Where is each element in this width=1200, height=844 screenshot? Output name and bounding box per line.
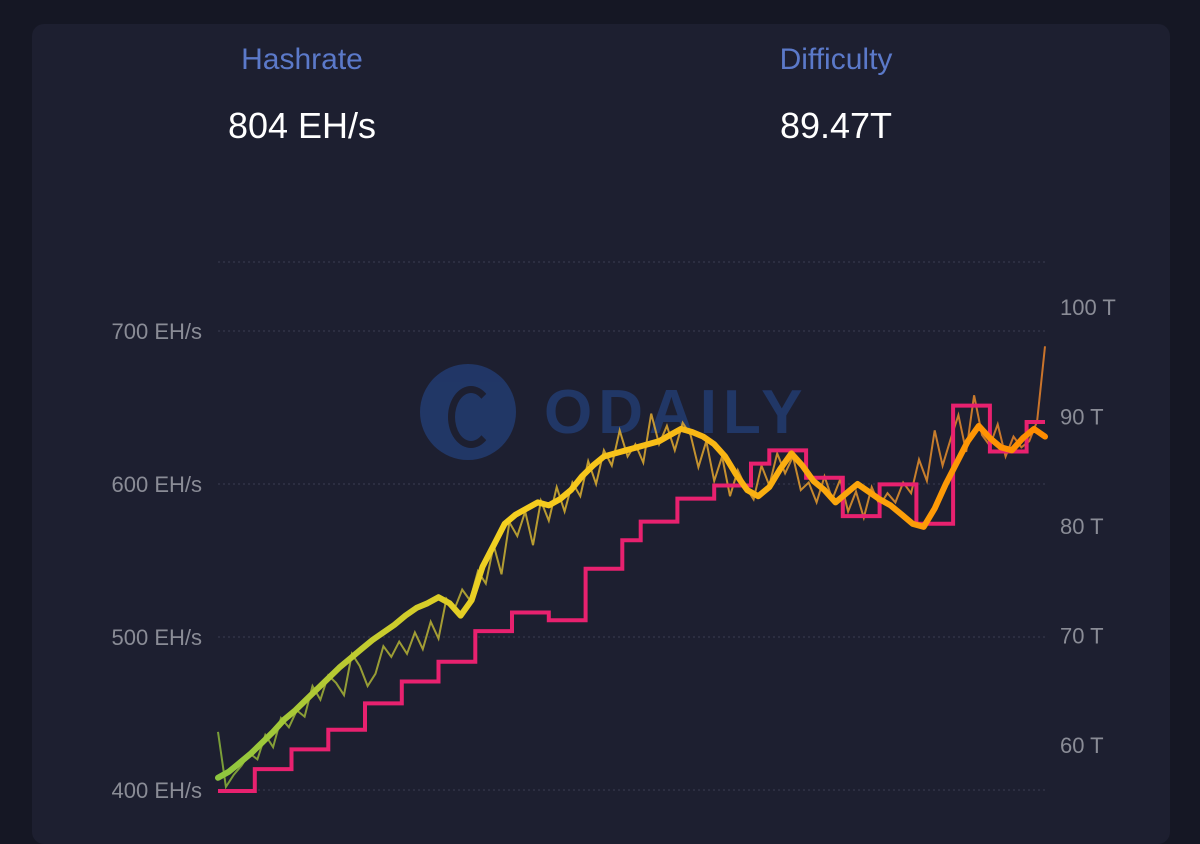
right-axis-ticks: 60 T 70 T 80 T 90 T 100 T	[1060, 295, 1116, 758]
difficulty-step-line	[218, 403, 1045, 793]
left-axis-ticks: 400 EH/s 500 EH/s 600 EH/s 700 EH/s	[112, 319, 203, 803]
left-axis-tick-label: 700 EH/s	[112, 319, 203, 344]
odaily-logo-icon	[420, 364, 516, 460]
right-axis-tick-label: 80 T	[1060, 514, 1104, 539]
hashrate-stat: Hashrate 804 EH/s	[122, 40, 482, 148]
difficulty-value: 89.47T	[779, 105, 893, 146]
left-axis-tick-label: 400 EH/s	[112, 778, 203, 803]
hashrate-difficulty-chart: 400 EH/s 500 EH/s 600 EH/s 700 EH/s 60 T 70 …	[112, 261, 1116, 803]
hashrate-average-line	[215, 422, 1048, 781]
right-axis-tick-label: 70 T	[1060, 624, 1104, 649]
left-axis-tick-label: 600 EH/s	[112, 472, 203, 497]
hashrate-raw-line	[217, 346, 1046, 790]
right-axis-tick-label: 60 T	[1060, 733, 1104, 758]
odaily-watermark: ODAILY	[420, 362, 809, 462]
network-stats-card	[32, 24, 1170, 844]
left-axis-tick-label: 500 EH/s	[112, 625, 203, 650]
difficulty-stat: Difficulty 89.47T	[656, 40, 1016, 148]
hashrate-label: Hashrate	[241, 43, 363, 76]
difficulty-label: Difficulty	[779, 43, 893, 76]
hashrate-value: 804 EH/s	[227, 105, 377, 146]
right-axis-tick-label: 100 T	[1060, 295, 1116, 320]
chart-series	[215, 346, 1048, 793]
right-axis-tick-label: 90 T	[1060, 405, 1104, 430]
